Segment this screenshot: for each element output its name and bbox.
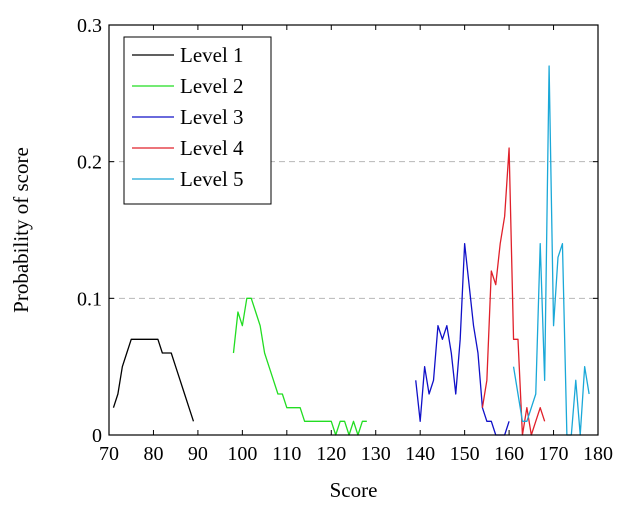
x-tick-label: 100: [227, 443, 257, 465]
y-tick-label: 0.3: [77, 15, 102, 37]
legend: Level 1 Level 2 Level 3 Level 4 Level 5: [123, 36, 272, 205]
y-axis-title: Probability of score: [9, 147, 33, 313]
x-tick-label: 170: [539, 443, 569, 465]
series-line-level-4: [481, 147, 546, 436]
series-line-level-2: [232, 297, 367, 436]
x-tick-label: 160: [494, 443, 524, 465]
legend-label-level-4: Level 4: [180, 136, 244, 160]
series-line-level-3: [415, 243, 510, 436]
y-tick-label: 0: [92, 425, 102, 447]
x-tick-label: 180: [583, 443, 613, 465]
x-tick-label: 110: [272, 443, 301, 465]
legend-label-level-3: Level 3: [180, 105, 244, 129]
series-line-level-1: [112, 338, 195, 422]
y-tick-label: 0.1: [77, 288, 102, 310]
plot-frame: [108, 24, 599, 436]
x-tick-label: 70: [99, 443, 119, 465]
x-tick-label: 130: [361, 443, 391, 465]
legend-label-level-5: Level 5: [180, 167, 244, 191]
x-tick-label: 150: [450, 443, 480, 465]
x-tick-label: 120: [316, 443, 346, 465]
series-line-level-5: [512, 65, 590, 436]
x-axis-title: Score: [330, 478, 378, 502]
x-tick-label: 90: [188, 443, 208, 465]
legend-label-level-1: Level 1: [180, 43, 244, 67]
legend-label-level-2: Level 2: [180, 74, 244, 98]
legend-box: [123, 36, 272, 205]
plot-series: [112, 65, 590, 436]
axis-ticks: 70 80 90 100 110 120 130 140 150 160 170 180 0 0.1 0.2…: [77, 15, 613, 465]
x-tick-label: 140: [405, 443, 435, 465]
y-tick-label: 0.2: [77, 152, 102, 174]
x-tick-label: 80: [143, 443, 163, 465]
